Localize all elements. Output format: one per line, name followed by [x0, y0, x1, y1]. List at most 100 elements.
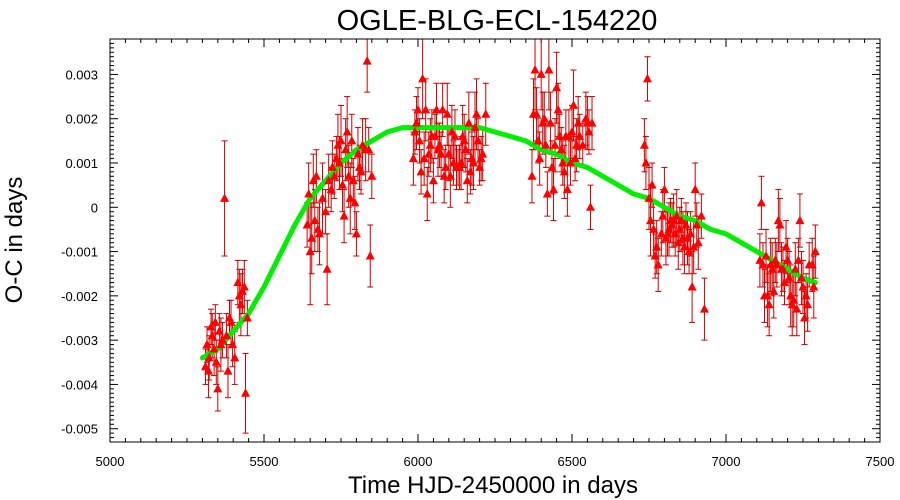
data-point: [236, 299, 246, 309]
data-point: [653, 259, 663, 269]
data-point: [565, 158, 575, 167]
data-point: [230, 352, 240, 362]
data-point: [211, 357, 221, 366]
data-point: [783, 255, 793, 264]
data-point: [527, 171, 537, 180]
data-point: [345, 193, 355, 202]
data-point: [425, 140, 435, 149]
data-point: [464, 118, 474, 127]
data-point: [344, 171, 354, 180]
data-point: [639, 140, 649, 149]
data-point: [338, 180, 348, 189]
chart-title: OGLE-BLG-ECL-154220: [337, 5, 658, 37]
data-point: [459, 135, 469, 145]
y-tick-label: 0: [91, 200, 98, 215]
data-point: [649, 224, 659, 233]
data-point: [204, 366, 214, 375]
data-point: [572, 140, 582, 149]
data-point: [364, 144, 374, 154]
data-point: [658, 211, 668, 220]
axis-ticks: 5000 5500 6000 6500 7000 7500 -0.005 -0.004 -0.0…: [61, 39, 894, 469]
data-point: [456, 158, 466, 167]
data-point: [559, 166, 569, 176]
data-point: [578, 140, 588, 149]
data-point: [781, 242, 791, 251]
y-tick-label: -0.001: [61, 245, 98, 260]
data-point: [664, 224, 674, 233]
data-point: [584, 127, 594, 136]
data-point: [684, 246, 694, 256]
data-point: [696, 211, 706, 220]
data-point: [769, 286, 779, 295]
data-point: [462, 175, 472, 185]
data-point: [667, 220, 677, 229]
data-point: [365, 251, 375, 260]
data-point: [431, 104, 441, 114]
data-point: [661, 233, 671, 242]
data-point: [318, 193, 328, 202]
data-point: [796, 273, 806, 282]
plot-frame: [109, 38, 881, 443]
data-point: [646, 215, 656, 225]
data-point: [408, 153, 418, 163]
data-point: [339, 211, 349, 220]
data-point: [809, 282, 819, 291]
data-point: [461, 144, 471, 154]
data-point: [681, 220, 691, 229]
x-axis-label: Time HJD-2450000 in days: [348, 472, 638, 499]
data-point: [538, 118, 548, 127]
data-point: [573, 118, 583, 127]
data-point: [478, 149, 488, 158]
x-tick-label: 6500: [558, 454, 587, 469]
data-point: [307, 233, 317, 242]
data-point: [792, 304, 802, 313]
data-point: [308, 175, 318, 185]
data-point: [410, 127, 420, 136]
data-point: [351, 228, 361, 238]
data-point: [542, 189, 552, 198]
y-tick-label: -0.005: [61, 422, 98, 437]
data-point: [541, 140, 551, 149]
data-point: [216, 339, 226, 349]
data-point: [322, 264, 332, 273]
data-point: [675, 224, 685, 233]
data-point: [789, 295, 799, 304]
data-point: [767, 264, 777, 273]
data-point: [662, 228, 672, 238]
data-point: [202, 339, 212, 349]
data-point: [428, 175, 438, 185]
data-point: [311, 171, 321, 180]
data-point: [544, 65, 554, 74]
data-point: [418, 73, 428, 83]
data-point: [422, 189, 432, 198]
data-point: [305, 246, 315, 256]
data-point: [468, 158, 478, 167]
data-point: [210, 317, 220, 326]
y-tick-label: -0.004: [61, 377, 98, 392]
data-point: [324, 175, 334, 185]
data-point: [209, 344, 219, 353]
data-point: [679, 242, 689, 251]
data-point: [652, 242, 662, 251]
data-point: [587, 118, 597, 127]
data-point: [775, 220, 785, 229]
data-point: [226, 317, 236, 326]
data-point: [650, 251, 660, 260]
data-point: [341, 144, 351, 154]
data-point: [585, 202, 595, 211]
data-point: [223, 366, 233, 375]
data-point: [442, 109, 452, 118]
data-point: [333, 140, 343, 149]
data-point: [570, 153, 580, 163]
data-point: [450, 131, 460, 140]
data-point: [233, 277, 243, 287]
data-point: [304, 189, 314, 198]
data-point: [784, 273, 794, 282]
data-point: [552, 82, 562, 92]
data-point: [465, 166, 475, 176]
data-point: [473, 135, 483, 145]
data-point: [470, 122, 480, 132]
data-point: [800, 313, 810, 322]
data-point: [221, 330, 231, 340]
